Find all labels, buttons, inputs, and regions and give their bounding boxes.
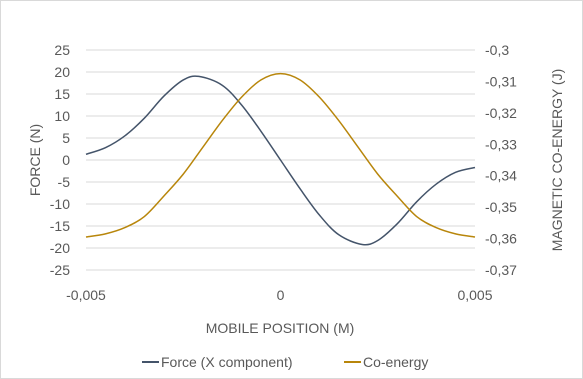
y-axis-title: FORCE (N) [27,124,43,196]
legend-label-force: Force (X component) [161,354,293,370]
y2-tick-label: -0,37 [485,262,517,278]
legend-label-coenergy: Co-energy [363,354,428,370]
x-axis-ticks: -0,005 0 0,005 [66,287,493,303]
y2-axis-ticks: -0,3 -0,31 -0,32 -0,33 -0,34 -0,35 -0,36 -0,37 [485,42,517,278]
y-tick-label: -20 [50,240,70,256]
gridlines [86,49,475,271]
y2-tick-label: -0,31 [485,73,517,89]
y-tick-label: 20 [54,64,70,80]
y-tick-label: 25 [54,42,70,58]
series-line-force [85,75,476,246]
x-axis-title: MOBILE POSITION (M) [206,320,355,336]
y-tick-label: -15 [50,218,70,234]
y-tick-label: 15 [54,86,70,102]
y2-tick-label: -0,35 [485,199,517,215]
y2-axis-title: MAGNETIC CO-ENERGY (J) [549,69,565,252]
legend: Force (X component) Co-energy [142,354,428,370]
x-tick-label: 0,005 [457,287,492,303]
y-tick-label: -25 [50,262,70,278]
y2-tick-label: -0,3 [485,42,509,58]
series-line-coenergy [85,72,476,238]
y2-tick-label: -0,32 [485,105,517,121]
y-tick-label: 5 [62,130,70,146]
y-tick-label: 0 [62,152,70,168]
series-lines [85,72,476,246]
y2-tick-label: -0,34 [485,168,517,184]
y-tick-label: 10 [54,108,70,124]
y-tick-label: -10 [50,196,70,212]
y2-tick-label: -0,36 [485,231,517,247]
x-tick-label: 0 [277,287,285,303]
x-tick-label: -0,005 [66,287,106,303]
y2-tick-label: -0,33 [485,136,517,152]
y-axis-ticks: 25 20 15 10 5 0 -5 -10 -15 -20 -25 [50,42,70,278]
y-tick-label: -5 [58,174,71,190]
